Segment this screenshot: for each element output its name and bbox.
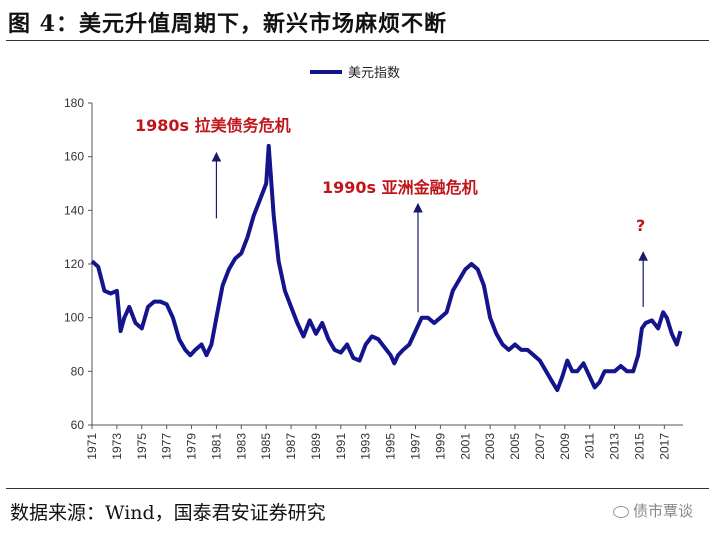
- x-tick-label: 1995: [384, 433, 398, 460]
- x-tick-label: 2005: [508, 433, 522, 460]
- x-tick-label: 1999: [433, 433, 447, 460]
- x-tick-label: 2007: [533, 433, 547, 460]
- wechat-icon: [612, 505, 629, 518]
- watermark: 债市覃谈: [612, 500, 693, 521]
- source-note: 数据来源：Wind，国泰君安证券研究: [10, 502, 326, 524]
- x-tick-label: 1971: [85, 433, 99, 460]
- y-tick-label: 180: [64, 96, 84, 110]
- legend-label: 美元指数: [348, 66, 400, 81]
- y-tick-label: 100: [64, 311, 84, 325]
- x-tick-label: 1973: [110, 433, 124, 460]
- x-tick-label: 1991: [334, 433, 348, 460]
- x-tick-label: 1981: [209, 433, 223, 460]
- x-tick-label: 2013: [608, 433, 622, 460]
- x-tick-label: 2009: [558, 433, 572, 460]
- annotation-label: 1980s 拉美债务危机: [135, 116, 291, 135]
- x-tick-label: 2015: [632, 433, 646, 460]
- x-tick-label: 1979: [185, 433, 199, 460]
- title-rule: [6, 40, 709, 41]
- x-tick-label: 1977: [160, 433, 174, 460]
- y-tick-label: 80: [71, 364, 85, 378]
- x-tick-label: 1985: [259, 433, 273, 460]
- x-tick-label: 1993: [359, 433, 373, 460]
- figure-title: 图 4：美元升值周期下，新兴市场麻烦不断: [8, 11, 447, 37]
- y-tick-label: 60: [71, 418, 85, 432]
- x-tick-label: 2003: [483, 433, 497, 460]
- x-tick-label: 1975: [135, 433, 149, 460]
- x-tick-label: 1989: [309, 433, 323, 460]
- y-tick-label: 140: [64, 203, 84, 217]
- watermark-text: 债市覃谈: [632, 502, 693, 520]
- annotation-label: ?: [636, 216, 645, 235]
- x-tick-label: 1983: [234, 433, 248, 460]
- x-tick-label: 1987: [284, 433, 298, 460]
- annotation-label: 1990s 亚洲金融危机: [322, 178, 478, 197]
- series-line-usd-index: [90, 143, 683, 393]
- source-rule: [6, 488, 709, 489]
- x-tick-label: 2017: [657, 433, 671, 460]
- y-tick-label: 120: [64, 257, 84, 271]
- x-tick-label: 2001: [458, 433, 472, 460]
- x-tick-label: 1997: [408, 433, 422, 460]
- x-tick-label: 2011: [583, 433, 597, 459]
- y-tick-label: 160: [64, 150, 84, 164]
